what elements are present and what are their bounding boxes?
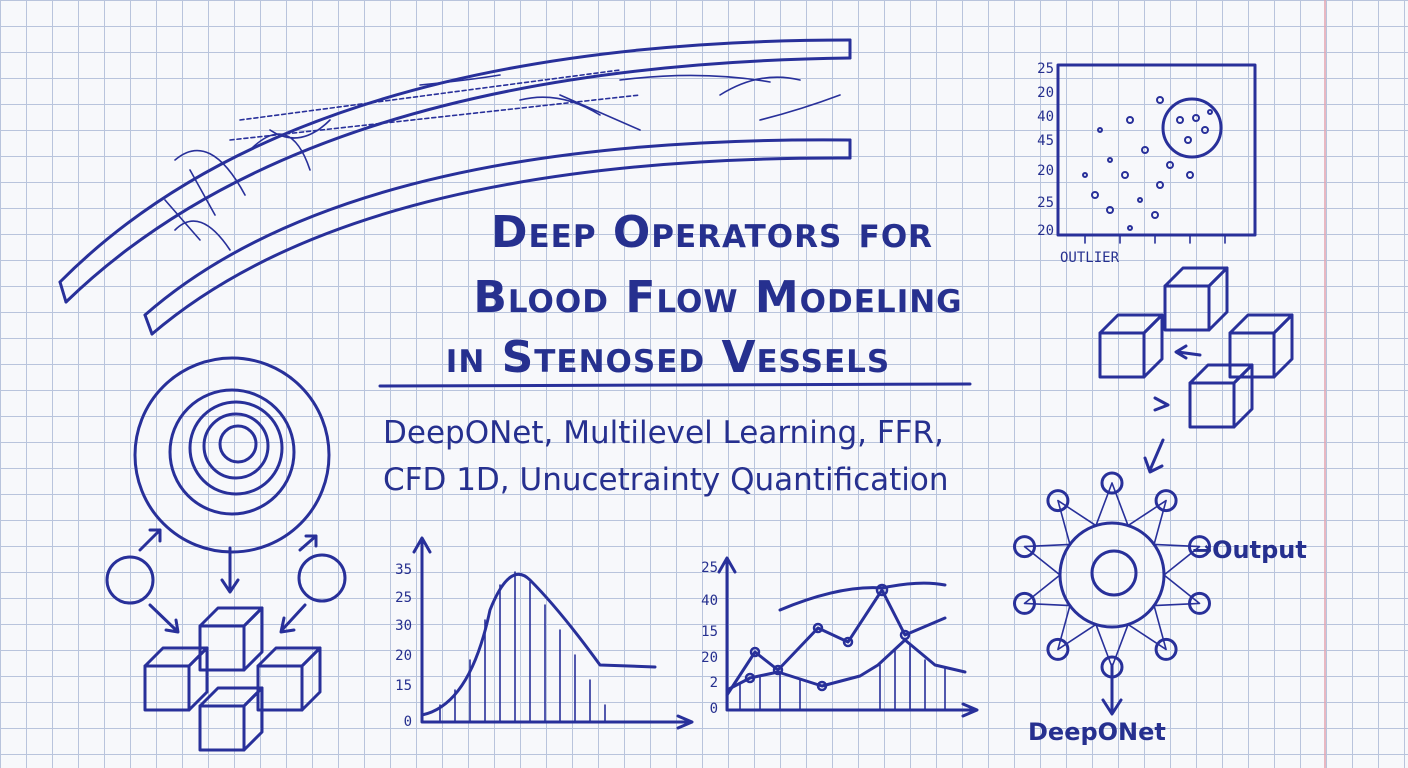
cubes-sketch <box>1098 266 1294 474</box>
tick-label: 40 <box>701 593 718 609</box>
subtitle-line: DeepONet, Multilevel Learning, FFR, <box>383 415 944 451</box>
edge <box>1095 623 1129 668</box>
subtitle-line: CFD 1D, Unucetrainty Quantification <box>383 462 949 498</box>
node <box>1013 535 1037 559</box>
node <box>1046 637 1070 661</box>
node <box>1187 535 1211 559</box>
tick-label: 0 <box>404 714 412 730</box>
tick-label: 20 <box>395 648 412 664</box>
tick-label: 15 <box>701 624 718 640</box>
tick-label: 25 <box>701 560 718 576</box>
node <box>1154 637 1178 661</box>
tick-label: 45 <box>1037 133 1054 149</box>
node <box>1100 655 1124 679</box>
tick-label: 30 <box>395 618 412 634</box>
tick-label: 40 <box>1037 109 1054 125</box>
edge <box>1127 499 1167 546</box>
tick-label: 20 <box>1037 85 1054 101</box>
edge <box>1095 482 1129 527</box>
title-line: Blood Flow Modeling <box>473 272 962 323</box>
edge <box>1153 543 1201 576</box>
tick-label: 15 <box>395 678 412 694</box>
tick-label: 20 <box>1037 163 1054 179</box>
network-sketch <box>1013 471 1211 716</box>
node <box>1100 471 1124 495</box>
tick-label: 20 <box>701 650 718 666</box>
edge <box>1057 499 1097 546</box>
node <box>1154 489 1178 513</box>
output-label: →Output <box>1192 536 1307 564</box>
edge <box>1023 543 1071 576</box>
node <box>1046 489 1070 513</box>
tick-label: 25 <box>1037 61 1054 77</box>
scatter-sketch <box>1056 63 1257 244</box>
edge <box>1023 574 1071 607</box>
edge <box>1153 574 1201 607</box>
tick-label: 35 <box>395 562 412 578</box>
axis-label: OUTLIER <box>1060 250 1120 266</box>
model-label: DeepONet <box>1028 718 1166 746</box>
title-line: Deep Operators for <box>491 207 933 258</box>
distribution-sketch <box>412 536 694 730</box>
title: Deep Operators for Blood Flow Modeling i… <box>378 207 972 388</box>
title-line: in Stenosed Vessels <box>446 332 890 383</box>
vessel-sketch <box>58 38 852 336</box>
tick-label: 20 <box>1037 223 1054 239</box>
tick-label: 0 <box>710 701 718 717</box>
subtitle: DeepONet, Multilevel Learning, FFR, CFD … <box>383 415 949 498</box>
tick-label: 25 <box>1037 195 1054 211</box>
tick-label: 25 <box>395 590 412 606</box>
rings-sketch <box>105 356 347 752</box>
tick-label: 2 <box>710 675 718 691</box>
edge <box>1057 604 1097 651</box>
title-underline <box>378 382 972 388</box>
node <box>1013 591 1037 615</box>
edge <box>1127 604 1167 651</box>
node <box>1187 591 1211 615</box>
line-sketch <box>717 556 979 718</box>
